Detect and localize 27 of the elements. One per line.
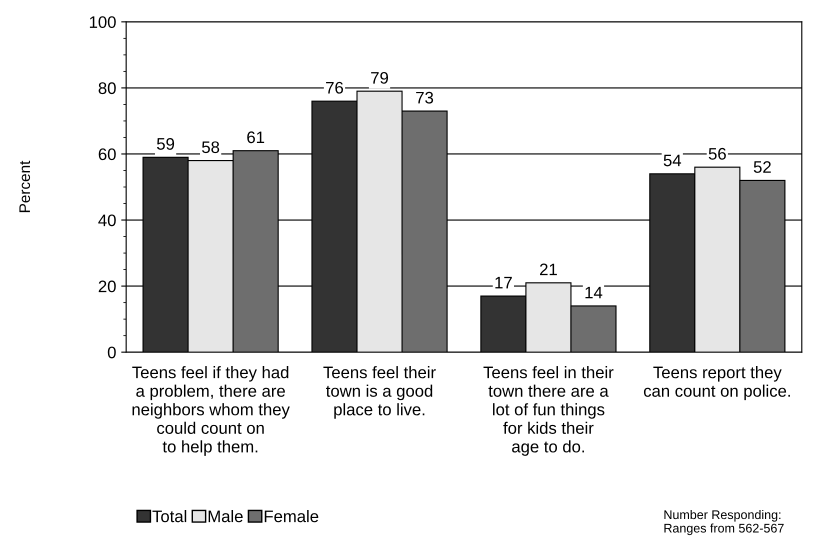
data-label: 17 [495, 276, 512, 288]
data-label: 54 [664, 154, 682, 166]
data-label: 76 [326, 82, 344, 94]
y-tick-label: 40 [98, 214, 116, 226]
data-label: 59 [156, 138, 174, 150]
data-label: 14 [585, 286, 602, 298]
y-tick-label: 80 [98, 82, 116, 94]
legend-label: Male [208, 510, 243, 522]
y-tick-label: 60 [98, 148, 116, 160]
y-tick-label: 20 [98, 280, 116, 292]
data-label: 58 [202, 141, 220, 154]
data-label: 79 [371, 72, 388, 84]
legend-label: Total [152, 510, 186, 522]
data-label: 61 [247, 131, 264, 144]
x-tick-label: Teens feel if they had a problem, there are neighbors whom they could count on to help them. [132, 366, 290, 456]
y-axis-title: Percent [19, 160, 30, 212]
y-tick-label: 100 [90, 16, 116, 28]
data-label: 73 [416, 92, 434, 104]
text: Number Responding: Ranges from 562-567 [664, 510, 784, 536]
legend-label: Female [264, 510, 318, 522]
x-tick-label: Teens feel in their town there are a lot of fun things for kids their age to do. [484, 366, 614, 456]
x-tick-label: Teens report they can count on police. [644, 366, 790, 400]
data-label: 21 [540, 264, 557, 276]
x-tick-label: Teens feel their town is a good place to live. [323, 366, 436, 419]
data-label: 52 [754, 161, 771, 173]
y-tick-label: 0 [108, 346, 116, 358]
data-label: 56 [708, 148, 726, 160]
